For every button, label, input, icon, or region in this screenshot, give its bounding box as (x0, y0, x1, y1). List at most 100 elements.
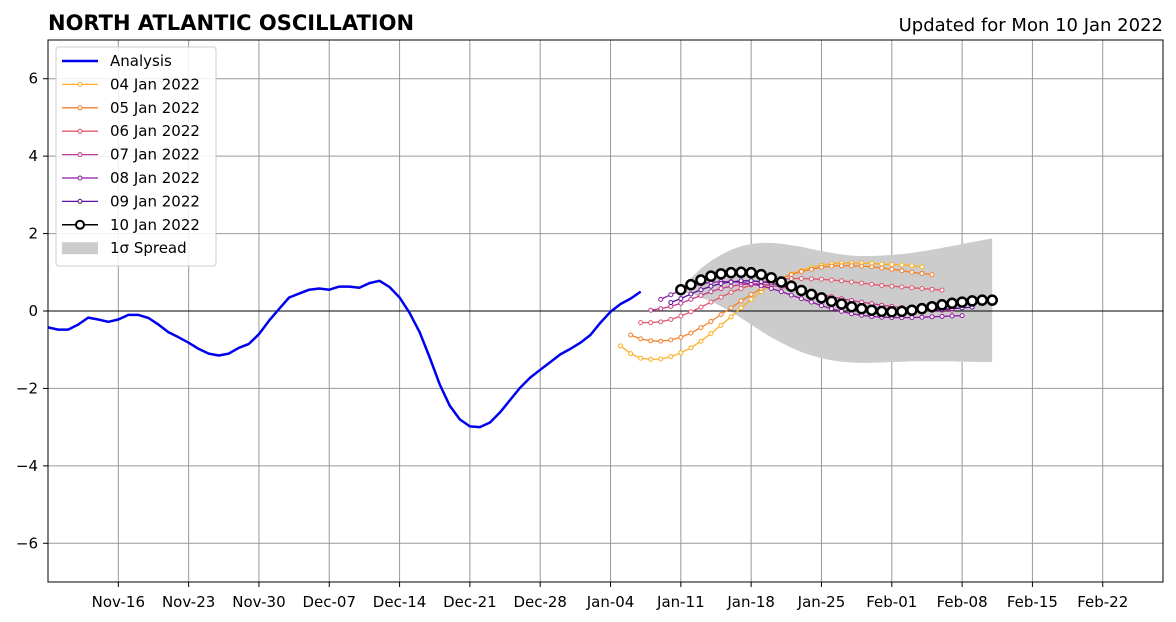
forecast-point (798, 296, 804, 302)
current-forecast-point (946, 297, 958, 310)
forecast-point (688, 330, 694, 336)
current-forecast-point (745, 266, 757, 279)
legend-label: 07 Jan 2022 (110, 146, 200, 164)
current-forecast-series (675, 266, 998, 318)
forecast-point (648, 307, 654, 313)
forecast-point (879, 282, 885, 288)
forecast-point (869, 264, 875, 270)
forecast-point (899, 268, 905, 274)
legend-marker (77, 128, 83, 134)
forecast-point (818, 303, 824, 309)
forecast-point (909, 285, 915, 291)
forecast-point (909, 269, 915, 275)
current-forecast-point (725, 266, 737, 279)
current-forecast-point (775, 276, 788, 288)
forecast-point (788, 292, 794, 298)
current-forecast-point (896, 305, 908, 318)
forecast-point (748, 296, 754, 302)
forecast-point (688, 296, 694, 302)
legend-label: 05 Jan 2022 (110, 99, 200, 117)
forecast-point (678, 296, 684, 302)
x-tick-label: Jan-04 (586, 593, 635, 611)
x-tick-label: Jan-18 (726, 593, 775, 611)
current-forecast-point (926, 300, 938, 313)
forecast-point (678, 313, 684, 319)
forecast-point (889, 283, 895, 289)
y-tick-label: 2 (28, 225, 38, 243)
forecast-point (909, 263, 915, 269)
forecast-point (698, 325, 704, 331)
forecast-point (839, 263, 845, 269)
forecast-point (879, 265, 885, 271)
forecast-point (678, 350, 684, 356)
current-forecast-point (855, 302, 868, 315)
forecast-point (818, 264, 824, 270)
forecast-point (648, 356, 654, 362)
forecast-point (618, 343, 624, 349)
x-tick-label: Jan-25 (797, 593, 846, 611)
forecast-point (778, 289, 784, 295)
forecast-point (638, 355, 644, 361)
forecast-point (849, 263, 855, 269)
legend-label: 1σ Spread (110, 239, 187, 257)
forecast-point (849, 279, 855, 285)
legend-swatch (62, 242, 98, 255)
forecast-point (909, 315, 915, 321)
forecast-point (889, 266, 895, 272)
forecast-point (859, 280, 865, 286)
current-forecast-point (785, 280, 798, 292)
forecast-point (768, 286, 774, 292)
forecast-point (708, 299, 714, 305)
forecast-point (668, 337, 674, 343)
forecast-point (808, 276, 814, 282)
current-forecast-point (765, 271, 777, 284)
forecast-point (708, 289, 714, 295)
current-forecast-point (936, 299, 948, 311)
forecast-point (648, 320, 654, 326)
legend-label: 06 Jan 2022 (110, 122, 200, 140)
y-tick-label: −2 (16, 379, 38, 397)
forecast-point (758, 283, 764, 289)
forecast-point (889, 262, 895, 268)
current-forecast-point (715, 268, 727, 280)
current-forecast-point (845, 300, 858, 313)
forecast-point (738, 298, 744, 304)
legend-label: Analysis (110, 52, 172, 70)
x-tick-label: Jan-11 (656, 593, 705, 611)
forecast-point (668, 354, 674, 360)
forecast-point (668, 299, 674, 305)
forecast-point (808, 266, 814, 272)
forecast-point (919, 264, 925, 270)
current-forecast-point (916, 302, 928, 315)
forecast-point (919, 314, 925, 320)
forecast-point (748, 278, 754, 284)
current-forecast-point (875, 305, 888, 318)
forecast-point (899, 284, 905, 290)
current-forecast-point (735, 266, 747, 279)
x-tick-label: Dec-14 (373, 593, 427, 611)
legend-marker (77, 198, 83, 204)
current-forecast-point (825, 295, 838, 308)
current-forecast-point (685, 278, 697, 291)
forecast-point (638, 336, 644, 342)
forecast-point (869, 281, 875, 287)
forecast-point (929, 272, 935, 278)
legend-entry: 08 Jan 2022 (62, 169, 200, 187)
current-forecast-point (675, 283, 687, 296)
forecast-point (728, 279, 734, 285)
current-forecast-point (956, 296, 968, 308)
forecast-point (658, 319, 664, 325)
legend-entry: 07 Jan 2022 (62, 146, 200, 164)
forecast-point (919, 270, 925, 276)
forecast-point (728, 283, 734, 289)
forecast-point (668, 292, 674, 298)
forecast-point (929, 286, 935, 292)
forecast-point (658, 338, 664, 344)
forecast-point (678, 334, 684, 340)
forecast-point (658, 296, 664, 302)
current-forecast-point (705, 270, 717, 282)
x-tick-label: Nov-23 (162, 593, 215, 611)
y-tick-label: 4 (28, 147, 38, 165)
legend-entry: Analysis (62, 52, 172, 70)
y-tick-label: −4 (16, 457, 38, 475)
